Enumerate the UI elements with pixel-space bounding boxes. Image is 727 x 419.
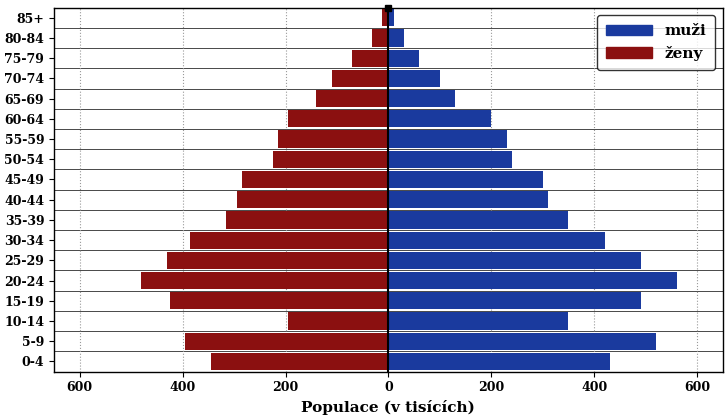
Bar <box>237 191 388 208</box>
Bar <box>278 130 388 147</box>
Bar <box>388 110 491 127</box>
Bar <box>388 29 404 47</box>
Legend: muži, ženy: muži, ženy <box>597 15 715 70</box>
Bar <box>242 171 388 188</box>
Bar <box>190 232 388 249</box>
Bar <box>316 90 388 107</box>
Bar <box>388 272 677 289</box>
Bar <box>288 313 388 330</box>
Bar <box>226 211 388 228</box>
Bar <box>388 90 455 107</box>
Bar <box>388 70 440 87</box>
Bar <box>388 151 512 168</box>
Bar <box>142 272 388 289</box>
Bar <box>388 353 610 370</box>
Bar <box>211 353 388 370</box>
Bar <box>388 191 548 208</box>
Bar <box>388 292 640 309</box>
Bar <box>388 9 393 26</box>
Bar <box>388 211 569 228</box>
Bar <box>185 333 388 350</box>
Bar <box>388 171 543 188</box>
Bar <box>353 49 388 67</box>
Bar <box>332 70 388 87</box>
Bar <box>388 130 507 147</box>
X-axis label: Populace (v tisících): Populace (v tisících) <box>302 400 475 415</box>
Bar <box>170 292 388 309</box>
Bar <box>372 29 388 47</box>
Bar <box>288 110 388 127</box>
Bar <box>388 232 605 249</box>
Bar <box>388 49 419 67</box>
Bar <box>167 252 388 269</box>
Bar <box>388 333 656 350</box>
Bar <box>388 252 640 269</box>
Bar <box>273 151 388 168</box>
Bar <box>382 9 388 26</box>
Bar <box>388 313 569 330</box>
